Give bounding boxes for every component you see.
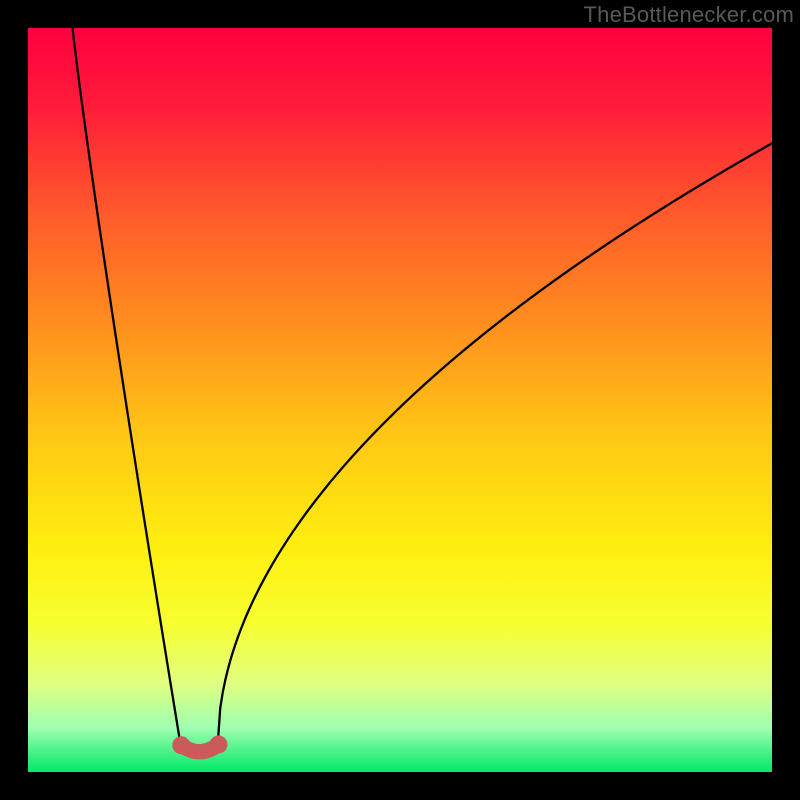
dip-marker-0 <box>172 736 190 754</box>
chart-frame: TheBottlenecker.com <box>0 0 800 800</box>
gradient-background <box>28 28 772 772</box>
watermark-text: TheBottlenecker.com <box>584 2 794 28</box>
dip-marker-1 <box>209 735 227 753</box>
plot-svg <box>28 28 772 772</box>
plot-area <box>28 28 772 772</box>
